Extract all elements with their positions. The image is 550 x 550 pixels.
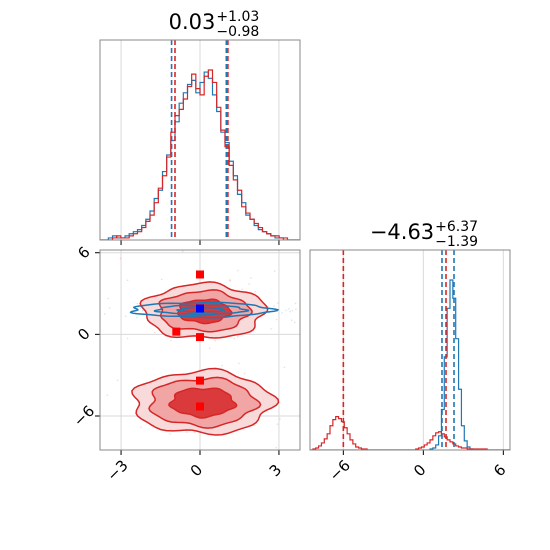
density-peak-marker-2 (196, 333, 204, 342)
scatter-point (283, 366, 286, 369)
x-tick-label-0: −6 (326, 456, 354, 484)
y-tick-label-2: 6 (74, 243, 93, 262)
density-peak-marker-5 (196, 304, 204, 313)
y-tick-label-0: −6 (70, 402, 98, 430)
scatter-point (241, 288, 244, 291)
scatter-point (83, 313, 85, 315)
scatter-point (119, 257, 122, 260)
scatter-point (270, 328, 272, 330)
panel-title-right-main: −4.63 (370, 220, 434, 244)
grid (120, 40, 280, 240)
scatter-point (273, 270, 276, 272)
scatter-point (92, 302, 94, 304)
scatter-point (221, 364, 223, 367)
histogram-series-0 (100, 71, 300, 240)
scatter-point (276, 423, 279, 425)
scatter-point (275, 318, 278, 321)
scatter-point (169, 433, 171, 435)
scatter-point (294, 302, 297, 305)
scatter-point (140, 426, 142, 428)
scatter-point (141, 309, 144, 312)
density-peak-marker-0 (172, 327, 181, 336)
scatter-point (237, 269, 239, 272)
contour-frame (99, 249, 301, 451)
x-tick-label-1: 0 (187, 461, 206, 480)
scatter-point (107, 297, 110, 300)
panel-title-top-main: 0.03 (169, 10, 216, 34)
scatter-point (290, 319, 293, 321)
scatter-point (181, 250, 184, 253)
scatter-point (103, 313, 106, 315)
scatter-point (303, 286, 305, 288)
panel-title-right-sup: +6.37 (435, 219, 478, 235)
scatter-point (288, 307, 290, 310)
contour-level-2-0 (129, 301, 280, 319)
x-tick-label-2: 3 (266, 461, 285, 480)
density-peak-marker-4 (196, 402, 204, 411)
scatter-point (160, 278, 163, 281)
scatter-point (154, 331, 156, 334)
x-tick-label-0: −3 (103, 456, 131, 484)
scatter-point (285, 309, 287, 312)
scatter-point (276, 302, 279, 304)
scatter-point (125, 315, 127, 318)
scatter-point (170, 339, 172, 342)
scatter-point (229, 279, 231, 281)
scatter-point (233, 337, 236, 340)
contour-group (61, 250, 363, 449)
scatter-point (289, 310, 291, 313)
panel-title-right-sub: −1.39 (435, 234, 478, 250)
y-tick-label-1: 0 (74, 325, 93, 344)
histogram-frame-right (309, 249, 511, 451)
scatter-point (254, 424, 256, 427)
scatter-point (361, 303, 363, 305)
x-tick-label-1: 0 (410, 461, 429, 480)
scatter-point (116, 379, 119, 382)
scatter-point (126, 337, 129, 340)
density-peak-marker-3 (196, 376, 204, 385)
scatter-point (139, 307, 142, 310)
scatter-point (136, 302, 139, 305)
scatter-point (249, 277, 252, 279)
grid (342, 250, 504, 450)
scatter-point (237, 335, 239, 338)
scatter-point (281, 312, 283, 314)
scatter-point (126, 279, 129, 282)
panel-title-top-sup: +1.03 (216, 9, 259, 25)
histogram-series-1 (100, 69, 300, 240)
scatter-point (185, 431, 188, 433)
histogram-frame-top (99, 39, 301, 241)
scatter-point (295, 308, 297, 310)
scatter-point (248, 283, 250, 285)
scatter-point (208, 347, 211, 349)
scatter-point (136, 316, 138, 319)
histogram-series-1 (310, 416, 510, 450)
scatter-point (275, 446, 278, 449)
scatter-point (279, 418, 281, 420)
scatter-point (238, 362, 240, 365)
histogram-series-0 (310, 279, 510, 450)
density-peak-marker-1 (196, 270, 204, 279)
scatter-point (229, 279, 231, 282)
scatter-point (273, 305, 275, 307)
x-tick-label-2: 6 (490, 461, 509, 480)
contour-level-2-2 (175, 306, 226, 314)
scatter-point (108, 307, 111, 309)
panel-title-top-sub: −0.98 (216, 24, 259, 40)
scatter-point (214, 339, 216, 342)
scatter-point (254, 290, 256, 293)
scatter-point (293, 321, 296, 324)
scatter-point (243, 372, 246, 375)
contour-level-2-1 (153, 304, 250, 316)
scatter-point (106, 394, 109, 396)
scatter-point (194, 431, 196, 434)
scatter-point (291, 309, 294, 312)
scatter-point (61, 328, 63, 330)
